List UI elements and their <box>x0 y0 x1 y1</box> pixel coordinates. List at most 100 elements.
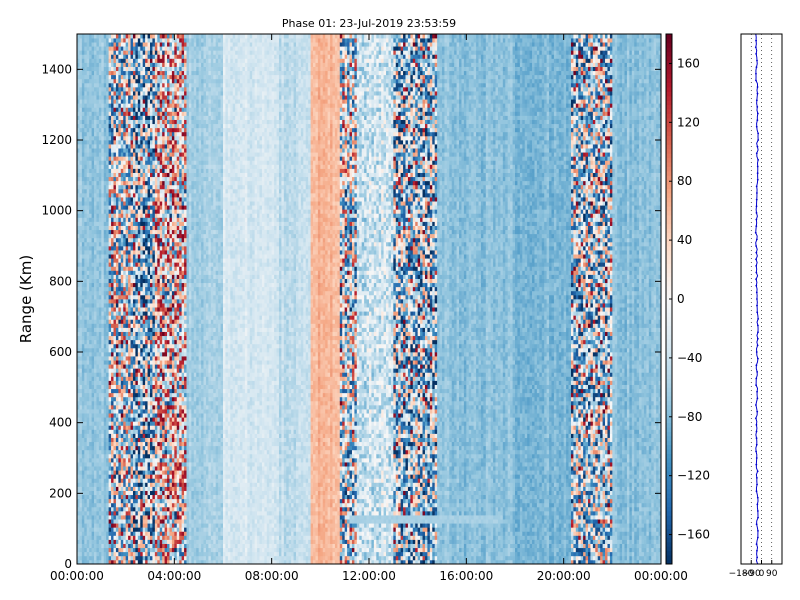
heatmap-cell <box>128 446 131 450</box>
heatmap-cell <box>135 523 138 527</box>
heatmap-cell <box>126 250 129 254</box>
heatmap-cell <box>118 535 121 539</box>
heatmap-cell <box>89 393 92 397</box>
heatmap-cell <box>82 381 85 385</box>
heatmap-cell <box>116 291 119 295</box>
heatmap-cell <box>148 466 151 470</box>
heatmap-cell <box>106 397 109 401</box>
heatmap-cell <box>121 279 124 283</box>
heatmap-cell <box>126 556 129 560</box>
heatmap-cell <box>96 360 99 364</box>
heatmap-cell <box>111 311 114 315</box>
heatmap-cell <box>152 413 155 417</box>
heatmap-cell <box>116 250 119 254</box>
heatmap-cell <box>92 458 95 462</box>
heatmap-cell <box>133 75 136 79</box>
heatmap-cell <box>109 323 112 327</box>
heatmap-cell <box>145 63 148 67</box>
heatmap-cell <box>145 164 148 168</box>
heatmap-cell <box>109 393 112 397</box>
heatmap-cell <box>140 401 143 405</box>
heatmap-cell <box>126 299 129 303</box>
heatmap-cell <box>145 519 148 523</box>
heatmap-cell <box>114 193 117 197</box>
heatmap-cell <box>82 478 85 482</box>
heatmap-cell <box>143 148 146 152</box>
heatmap-cell <box>131 368 134 372</box>
heatmap-cell <box>133 356 136 360</box>
heatmap-cell <box>116 544 119 548</box>
heatmap-cell <box>79 213 82 217</box>
heatmap-cell <box>152 107 155 111</box>
heatmap-cell <box>92 91 95 95</box>
heatmap-cell <box>128 368 131 372</box>
heatmap-cell <box>116 34 119 38</box>
heatmap-cell <box>138 262 141 266</box>
heatmap-cell <box>116 87 119 91</box>
heatmap-cell <box>82 230 85 234</box>
heatmap-cell <box>92 409 95 413</box>
heatmap-cell <box>140 523 143 527</box>
heatmap-cell <box>82 189 85 193</box>
heatmap-cell <box>118 352 121 356</box>
heatmap-cell <box>138 222 141 226</box>
heatmap-cell <box>82 283 85 287</box>
heatmap-cell <box>87 519 90 523</box>
heatmap-cell <box>133 376 136 380</box>
heatmap-cell <box>114 222 117 226</box>
heatmap-cell <box>116 185 119 189</box>
heatmap-cell <box>121 364 124 368</box>
heatmap-cell <box>155 519 158 523</box>
heatmap-cell <box>101 556 104 560</box>
heatmap-cell <box>114 107 117 111</box>
heatmap-cell <box>133 58 136 62</box>
heatmap-cell <box>131 405 134 409</box>
heatmap-cell <box>111 83 114 87</box>
heatmap-cell <box>99 328 102 332</box>
heatmap-cell <box>79 295 82 299</box>
heatmap-cell <box>143 401 146 405</box>
heatmap-cell <box>148 495 151 499</box>
heatmap-cell <box>135 197 138 201</box>
heatmap-cell <box>128 450 131 454</box>
heatmap-cell <box>143 242 146 246</box>
heatmap-cell <box>148 527 151 531</box>
heatmap-cell <box>143 173 146 177</box>
heatmap-cell <box>94 478 97 482</box>
heatmap-cell <box>109 315 112 319</box>
heatmap-cell <box>82 438 85 442</box>
heatmap-cell <box>106 79 109 83</box>
heatmap-cell <box>82 152 85 156</box>
heatmap-cell <box>79 540 82 544</box>
heatmap-cell <box>99 205 102 209</box>
heatmap-cell <box>92 54 95 58</box>
heatmap-cell <box>84 364 87 368</box>
heatmap-cell <box>82 144 85 148</box>
heatmap-cell <box>84 332 87 336</box>
heatmap-cell <box>121 397 124 401</box>
heatmap-cell <box>109 336 112 340</box>
heatmap-cell <box>109 466 112 470</box>
heatmap-cell <box>123 442 126 446</box>
heatmap-cell <box>116 336 119 340</box>
heatmap-cell <box>116 107 119 111</box>
heatmap-cell <box>150 381 153 385</box>
heatmap-cell <box>128 120 131 124</box>
heatmap-cell <box>140 42 143 46</box>
heatmap-cell <box>106 454 109 458</box>
heatmap-cell <box>106 328 109 332</box>
heatmap-cell <box>99 458 102 462</box>
heatmap-cell <box>79 478 82 482</box>
heatmap-cell <box>114 446 117 450</box>
heatmap-cell <box>92 222 95 226</box>
heatmap-cell <box>87 91 90 95</box>
heatmap-cell <box>133 124 136 128</box>
heatmap-cell <box>104 116 107 120</box>
heatmap-cell <box>99 156 102 160</box>
heatmap-cell <box>106 458 109 462</box>
heatmap-cell <box>92 34 95 38</box>
heatmap-cell <box>150 311 153 315</box>
heatmap-cell <box>148 185 151 189</box>
heatmap-cell <box>114 50 117 54</box>
heatmap-cell <box>116 519 119 523</box>
